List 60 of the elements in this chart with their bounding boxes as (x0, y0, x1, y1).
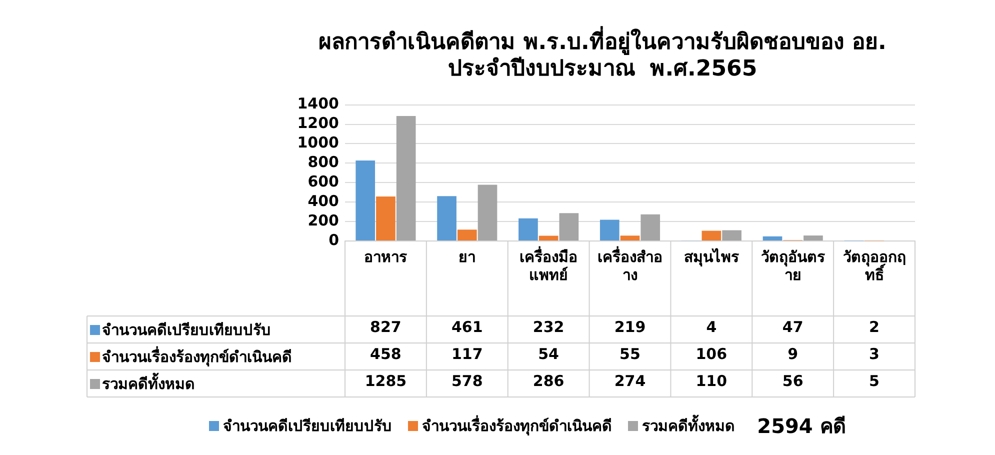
y-tick-label: 200 (308, 211, 339, 230)
data-label: 110 (694, 372, 728, 392)
text: จำนวนคดีเปรียบเทียบปรับ (223, 417, 392, 435)
y-tick-label: 400 (308, 192, 339, 210)
data-label: 458 (369, 345, 402, 365)
y-tick-label: 1400 (297, 94, 339, 113)
data-label: 47 (781, 318, 804, 338)
bar (722, 230, 742, 240)
text: รวมคดีทั้งหมด (102, 375, 195, 393)
bar (559, 213, 579, 240)
data-label: 3 (868, 345, 880, 365)
legend-label: จำนวนเรื่องร้องทุกข์ดำเนินคดี (102, 345, 293, 368)
bar (538, 236, 558, 240)
data-label: 106 (694, 345, 728, 365)
data-label: 5 (868, 372, 880, 392)
data-label: 232 (532, 318, 566, 338)
y-tick-label: 600 (308, 172, 339, 191)
chart-title: ผลการดำเนินคดีตาม พ.ร.บ.ที่อยู่ในความรับผิดชอบของ อย. ประจำปีงบประมาณ พ.ศ.2565 (318, 24, 886, 82)
bar (396, 116, 416, 240)
legend-label: รวมคดีทั้งหมด (642, 414, 736, 437)
data-label: 219 (613, 318, 647, 338)
data-label: 1285 (364, 372, 408, 392)
bar (804, 236, 823, 240)
y-tick-label: 1000 (297, 134, 339, 152)
data-label: 9 (786, 345, 800, 365)
data-label: 4 (705, 318, 718, 338)
bar (457, 230, 477, 240)
bar (640, 214, 660, 240)
x-tick-label: เครื่องมือแพทย์ (520, 246, 578, 284)
x-tick-label: วัตถุอันตราย (760, 248, 826, 284)
data-label: 461 (450, 318, 484, 338)
text: 2594 คดี (757, 413, 846, 440)
bar (356, 160, 376, 240)
bar (478, 184, 498, 240)
data-label: 55 (618, 345, 642, 365)
data-label: 54 (537, 345, 560, 365)
bar (600, 220, 620, 240)
text: จำนวนเรื่องร้องทุกข์ดำเนินคดี (422, 417, 612, 435)
bar (702, 230, 722, 240)
bar (437, 196, 456, 240)
data-label: 56 (781, 372, 804, 392)
legend-label: จำนวนคดีเปรียบเทียบปรับ (102, 320, 272, 341)
bar (762, 236, 782, 240)
x-tick-label: อาหาร (364, 248, 408, 266)
x-tick-label: สมุนไพร (684, 246, 740, 267)
x-tick-label: วัตถุออกฤทธิ์ (842, 248, 906, 284)
data-label: 2 (868, 318, 880, 338)
bar (518, 218, 538, 240)
data-label: 117 (450, 345, 484, 365)
data-label: 827 (369, 318, 402, 338)
x-tick-label: ยา (458, 248, 476, 266)
bar (376, 196, 396, 240)
y-tick-label: 800 (308, 153, 339, 172)
data-label: 274 (613, 372, 647, 392)
y-tick-label: 0 (328, 230, 339, 249)
x-tick-label: เครื่องสำอาง (598, 246, 662, 284)
bar (620, 236, 640, 240)
data-label: 286 (532, 372, 566, 392)
data-label: 578 (450, 372, 484, 392)
y-tick-label: 1200 (297, 114, 339, 132)
